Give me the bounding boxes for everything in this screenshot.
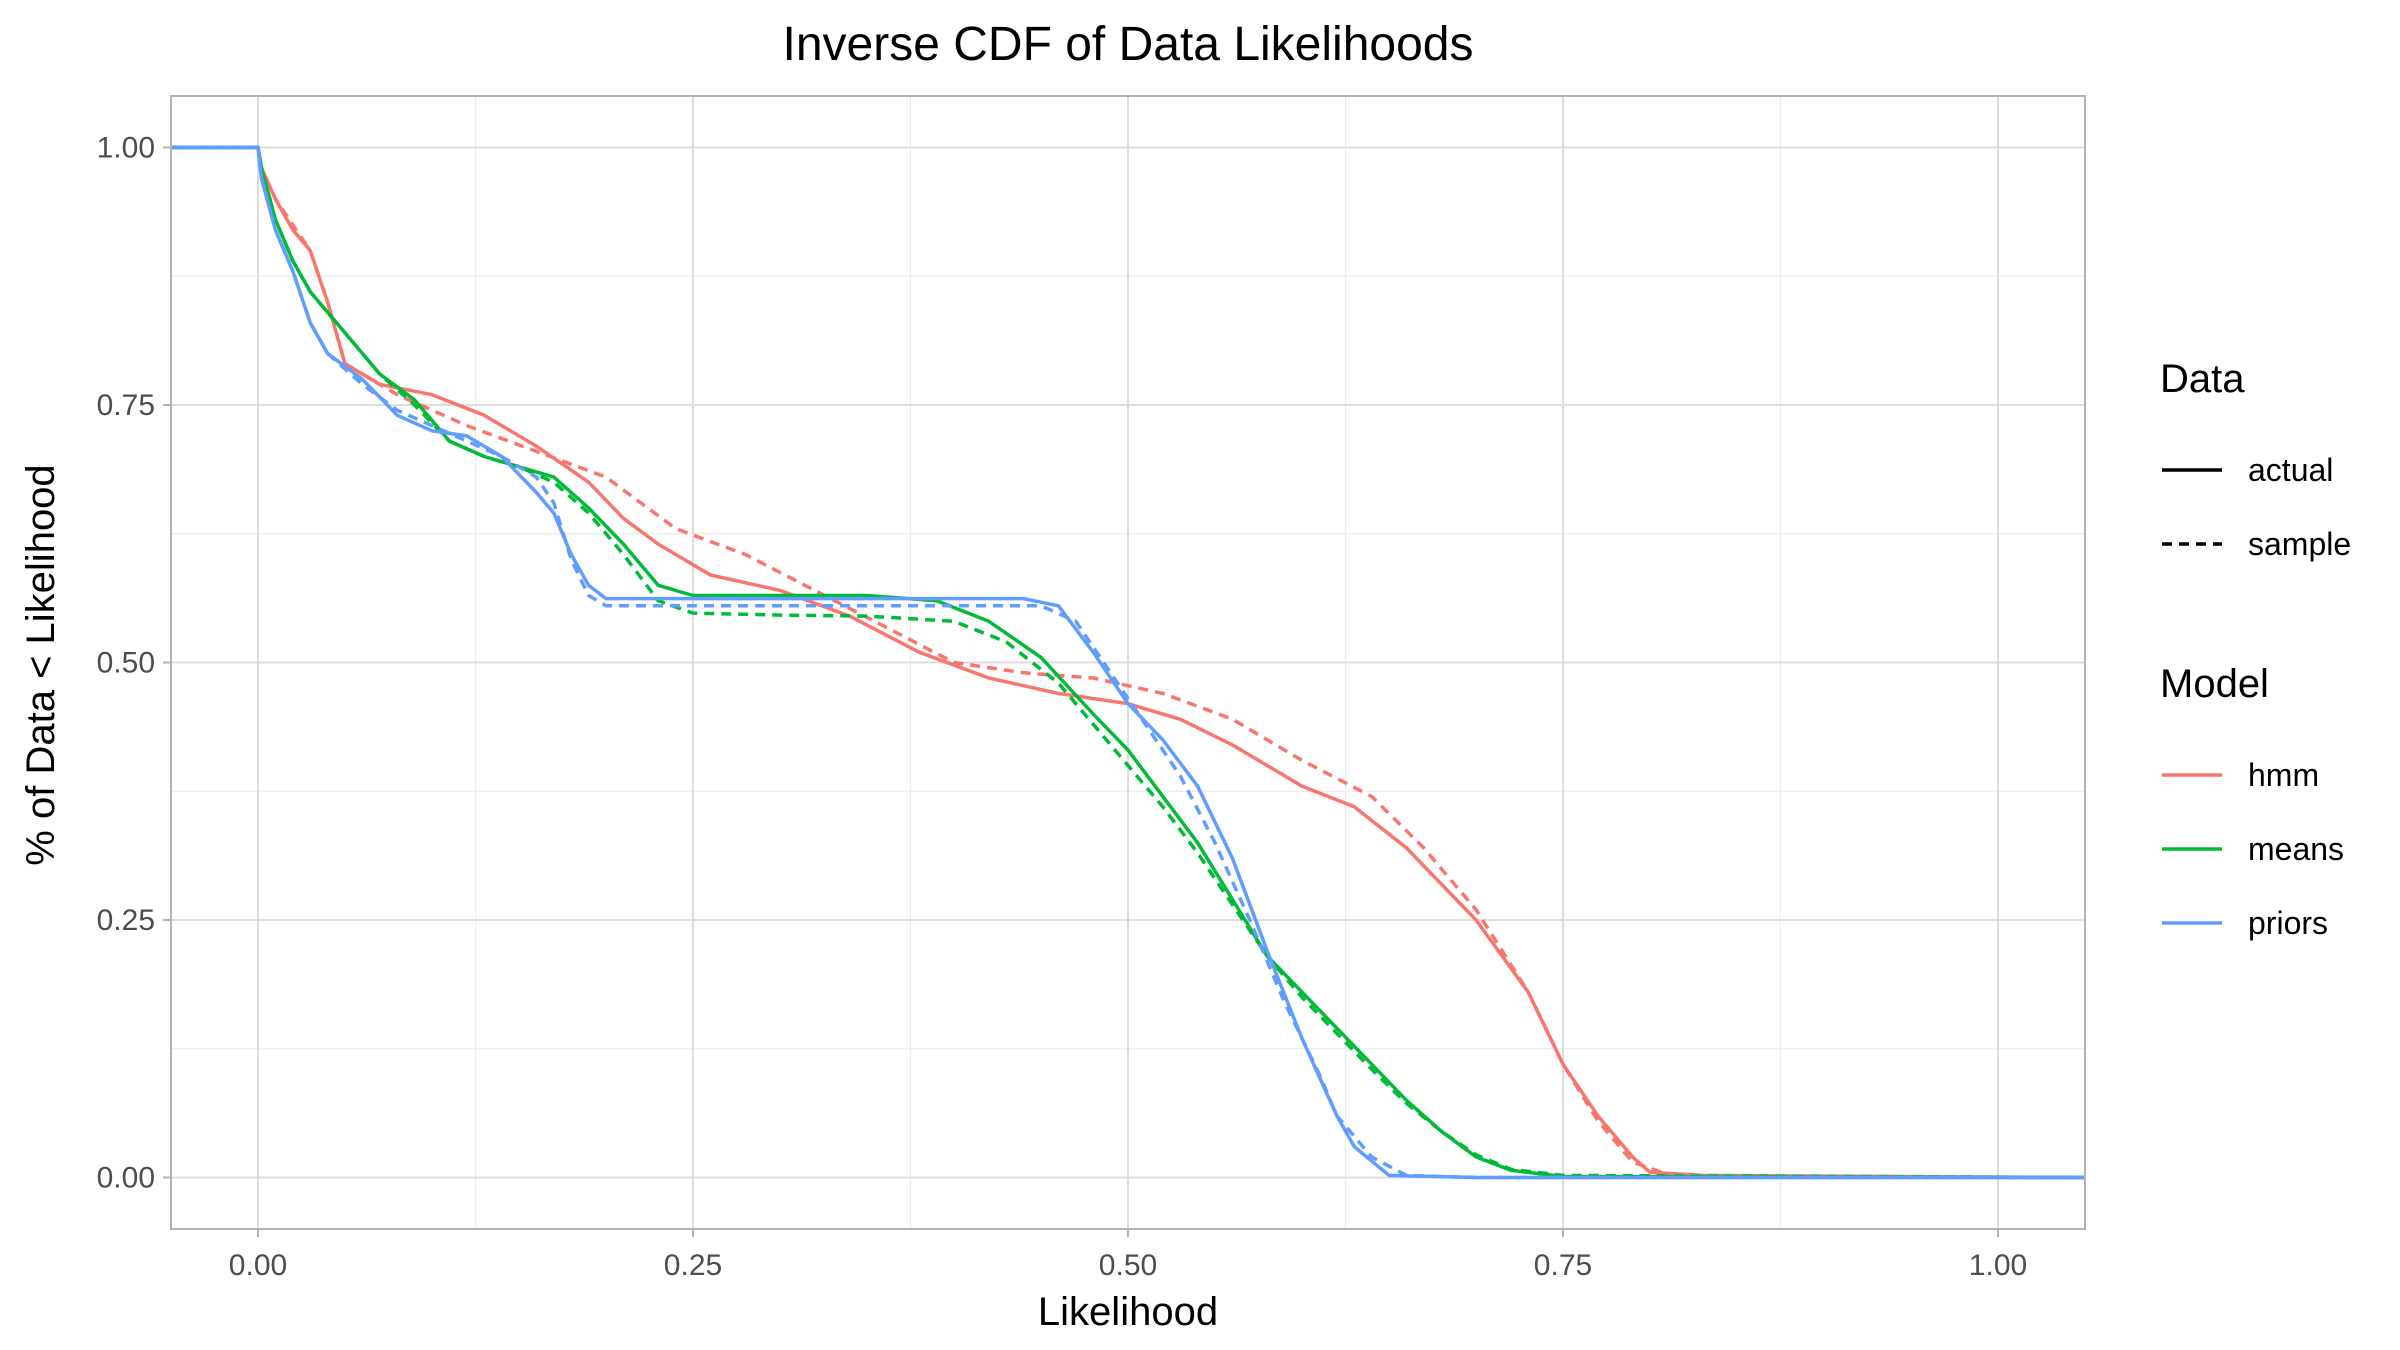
legend-title: Model [2160,662,2269,706]
y-tick-label: 1.00 [97,132,155,165]
x-axis-title: Likelihood [1038,1290,1218,1334]
x-tick-label: 0.25 [664,1249,722,1282]
series-layer [171,145,2086,1180]
x-tick-label: 0.00 [229,1249,287,1282]
x-tick-label: 0.50 [1099,1249,1157,1282]
legend-group-model: Model hmm means priors [2160,662,2344,941]
legend-label: actual [2248,452,2333,488]
legend-label: hmm [2248,757,2319,793]
legend-label: means [2248,831,2344,867]
legend-title: Data [2160,357,2245,401]
series-line-hmm-sample [171,145,2086,1180]
legend: Data actual sample Model hmm means priors [2160,357,2351,941]
x-tick-label: 0.75 [1534,1249,1592,1282]
x-tick-label: 1.00 [1969,1249,2027,1282]
chart-title: Inverse CDF of Data Likelihoods [783,18,1474,71]
y-tick-label: 0.50 [97,647,155,680]
legend-group-data: Data actual sample [2160,357,2351,562]
y-tick-label: 0.25 [97,904,155,937]
legend-label: priors [2248,905,2328,941]
axis-layer: 0.00 0.25 0.50 0.75 1.00 0.00 0.25 0.50 0.75 1.00 [97,132,2028,1283]
legend-label: sample [2248,526,2351,562]
series-line-means-sample [171,145,2086,1180]
y-tick-label: 0.00 [97,1162,155,1195]
y-axis-title: % of Data < Likelihood [19,464,63,865]
series-line-priors-sample [171,145,2085,1180]
series-line-hmm-actual [171,145,2086,1180]
y-tick-label: 0.75 [97,389,155,422]
